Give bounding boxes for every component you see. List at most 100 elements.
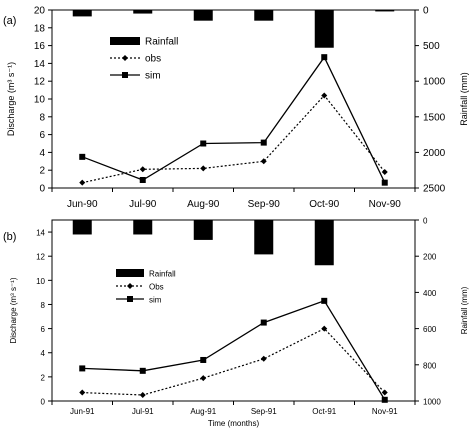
x-tick-label: Aug-90 <box>187 199 220 210</box>
legend-obs-marker <box>127 283 133 289</box>
rainfall-bar <box>193 220 213 240</box>
y-tick-label: 8 <box>41 301 46 310</box>
obs-point <box>200 375 207 382</box>
sim-series-line <box>82 300 386 401</box>
y2-tick-label: 800 <box>423 361 437 370</box>
obs-point <box>139 391 146 398</box>
sim-point <box>260 139 267 146</box>
y-axis-title: Discharge (m³ s⁻¹) <box>6 62 16 136</box>
sim-point <box>139 367 146 374</box>
sim-point <box>139 176 146 183</box>
rainfall-bar <box>133 220 153 235</box>
y2-tick-label: 2000 <box>423 148 446 159</box>
sim-point <box>79 365 86 372</box>
obs-point <box>200 165 207 172</box>
y-axis-title: Discharge (m³ s⁻¹) <box>9 277 18 343</box>
legend-rainfall-swatch <box>116 269 144 277</box>
obs-point <box>381 168 388 175</box>
y-tick-label: 10 <box>34 95 46 106</box>
y2-tick-label: 600 <box>423 325 437 334</box>
y2-tick-label: 400 <box>423 289 437 298</box>
y-tick-label: 6 <box>39 130 45 141</box>
legend-label: sim <box>149 296 162 305</box>
x-tick-label: Jul-90 <box>129 199 157 210</box>
legend-obs-marker <box>122 55 128 61</box>
rainfall-bar <box>314 10 334 48</box>
legend-label: sim <box>145 71 161 82</box>
legend-rainfall-swatch <box>110 37 140 45</box>
y-tick-label: 2 <box>41 373 46 382</box>
sim-point <box>200 356 207 363</box>
plot-area-frame <box>51 9 416 189</box>
rainfall-bar <box>72 220 92 235</box>
legend-label: Rainfall <box>145 37 178 48</box>
x-tick-label: Jun-90 <box>67 199 98 210</box>
obs-series-line <box>82 327 386 396</box>
x-tick-label: Sep-90 <box>248 199 281 210</box>
obs-point <box>260 158 267 165</box>
y-tick-label: 12 <box>34 77 46 88</box>
y-tick-label: 10 <box>36 277 45 286</box>
panel-label: (b) <box>3 231 16 243</box>
y-tick-label: 4 <box>39 148 45 159</box>
sim-point <box>79 153 86 160</box>
obs-point <box>321 325 328 332</box>
legend-label: obs <box>145 54 161 65</box>
rainfall-bar <box>193 10 213 21</box>
y-tick-label: 8 <box>39 112 45 123</box>
x-tick-label: Jul-91 <box>132 407 154 416</box>
y2-axis-title: Rainfall (mm) <box>460 286 469 334</box>
sim-series-line <box>82 55 386 183</box>
sim-point <box>321 54 328 61</box>
x-tick-label: Sep-91 <box>251 407 277 416</box>
rainfall-bar <box>133 10 153 14</box>
obs-point <box>260 355 267 362</box>
obs-point <box>79 179 86 186</box>
y2-tick-label: 0 <box>423 6 429 17</box>
legend-label: Obs <box>149 283 164 292</box>
x-tick-label: Oct-91 <box>312 407 337 416</box>
rainfall-bar <box>254 10 274 21</box>
y2-axis-title: Rainfall (mm) <box>459 72 469 126</box>
legend-sim-marker <box>122 72 128 78</box>
obs-point <box>79 389 86 396</box>
obs-point <box>381 389 388 396</box>
x-tick-label: Nov-91 <box>372 407 398 416</box>
y-tick-label: 0 <box>39 184 45 195</box>
x-tick-label: Oct-90 <box>309 199 339 210</box>
y-tick-label: 18 <box>34 23 46 34</box>
rainfall-bar <box>72 10 92 17</box>
y2-tick-label: 200 <box>423 253 437 262</box>
legend-sim-marker <box>127 296 133 302</box>
y-tick-label: 14 <box>34 59 46 70</box>
rainfall-bar <box>254 220 274 255</box>
rainfall-bar <box>314 220 334 266</box>
y-tick-label: 20 <box>34 6 46 17</box>
y-tick-label: 2 <box>39 166 45 177</box>
y-tick-label: 12 <box>36 253 45 262</box>
obs-point <box>321 92 328 99</box>
y-tick-label: 6 <box>41 325 46 334</box>
x-axis-title: Time (months) <box>208 419 260 428</box>
y2-tick-label: 500 <box>423 41 440 52</box>
rainfall-bar <box>375 10 395 12</box>
y-tick-label: 16 <box>34 41 46 52</box>
y2-tick-label: 1500 <box>423 112 446 123</box>
sim-point <box>200 140 207 147</box>
y2-tick-label: 2500 <box>423 184 446 195</box>
y-tick-label: 4 <box>41 349 46 358</box>
y2-tick-label: 1000 <box>423 398 441 407</box>
obs-point <box>139 166 146 173</box>
obs-series-line <box>82 94 386 184</box>
x-tick-label: Nov-90 <box>369 199 402 210</box>
x-tick-label: Aug-91 <box>190 407 216 416</box>
legend-label: Rainfall <box>149 270 176 279</box>
y2-tick-label: 1000 <box>423 77 446 88</box>
y-tick-label: 0 <box>41 398 46 407</box>
sim-point <box>260 319 267 326</box>
plot-area-frame <box>51 219 416 402</box>
sim-point <box>381 179 388 186</box>
panel-label: (a) <box>3 15 16 27</box>
y-tick-label: 14 <box>36 229 45 238</box>
